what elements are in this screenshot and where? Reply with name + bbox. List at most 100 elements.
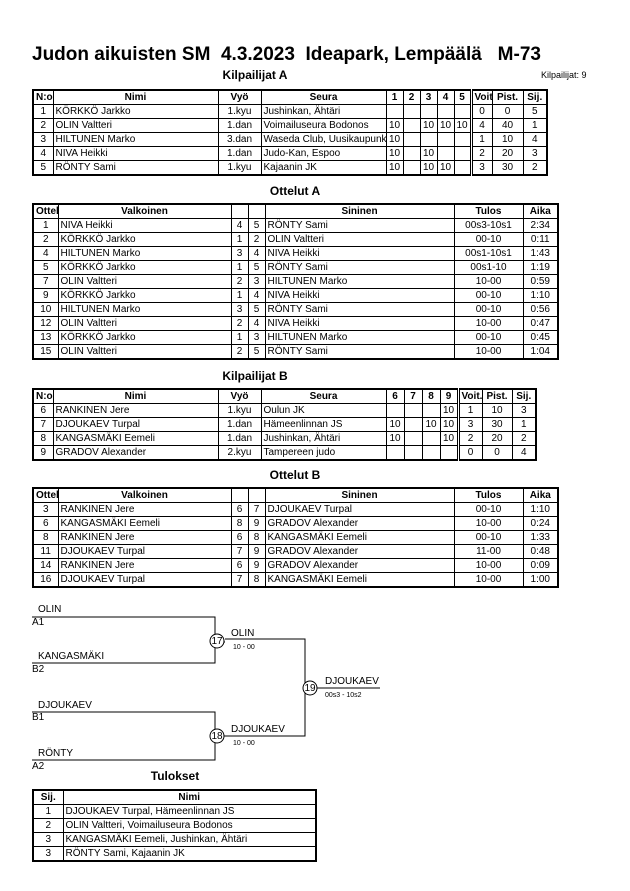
- header-cell: Seura: [260, 388, 387, 404]
- section-title: Ottelut A: [269, 184, 321, 198]
- table: Sij. Nimi 1 DJOUKAEV Turpal, Hämeenlinnan J…: [32, 789, 317, 862]
- row: 2 KÖRKKÖ Jarkko 1 2 OLIN Valtteri 00-10 0:11: [32, 232, 559, 247]
- cell: 4: [247, 288, 266, 303]
- cell: RÖNTY Sami: [264, 218, 455, 233]
- cell: 1.dan: [217, 146, 262, 161]
- cell: HILTUNEN Marko: [264, 274, 455, 289]
- cell: KANGASMÄKI Eemeli, Jushinkan, Ähtäri: [62, 832, 317, 847]
- title: Judon aikuisten SM 4.3.2023 Ideapark, Le…: [32, 44, 541, 65]
- cell: 3.dan: [217, 132, 262, 147]
- cell: RÖNTY Sami: [264, 260, 455, 275]
- cell: 6: [230, 502, 249, 517]
- cell: RÖNTY Sami: [52, 160, 219, 176]
- cell: 10: [419, 146, 438, 161]
- header-cell: Voit.: [456, 388, 483, 404]
- cell: 2: [522, 160, 548, 176]
- cell: Judo-Kan, Espoo: [260, 146, 387, 161]
- competitor: DJOUKAEV: [38, 700, 92, 711]
- cell: 3: [32, 132, 54, 147]
- cell: 3: [247, 330, 266, 345]
- header-cell: [230, 487, 249, 503]
- row: 3 KANGASMÄKI Eemeli, Jushinkan, Ähtäri: [32, 832, 317, 847]
- cell: [385, 403, 405, 418]
- cell: 1:19: [522, 260, 559, 275]
- cell: 00-10: [453, 302, 524, 317]
- cell: 1: [32, 104, 54, 119]
- cell: 10-00: [453, 274, 524, 289]
- cell: 1: [230, 260, 249, 275]
- cell: 0:45: [522, 330, 559, 345]
- cell: 4: [511, 445, 537, 461]
- cell: 4: [247, 246, 266, 261]
- cell: 00s3-10s1: [453, 218, 524, 233]
- row: 16 DJOUKAEV Turpal 7 8 KANGASMÄKI Eemeli 10-0…: [32, 572, 559, 588]
- cell: 10: [481, 403, 513, 418]
- cell: 2: [32, 118, 54, 133]
- cell: KÖRKKÖ Jarkko: [57, 288, 232, 303]
- seed: A1: [32, 617, 45, 628]
- cell: [421, 445, 441, 461]
- row: 3 RÖNTY Sami, Kajaanin JK: [32, 846, 317, 862]
- cell: 0:11: [522, 232, 559, 247]
- row: 4 HILTUNEN Marko 3 4 NIVA Heikki 00s1-10s1 1:4…: [32, 246, 559, 261]
- cell: RANKINEN Jere: [57, 530, 232, 545]
- cell: 10: [419, 160, 438, 176]
- cell: 5: [247, 260, 266, 275]
- cell: 5: [247, 302, 266, 317]
- header-row: Sij. Nimi: [32, 789, 317, 805]
- cell: 10: [421, 417, 441, 432]
- cell: NIVA Heikki: [264, 246, 455, 261]
- header-cell: 5: [453, 89, 472, 105]
- row: 5 RÖNTY Sami 1.kyu Kajaanin JK 10 10 10 3 30 2: [32, 160, 548, 176]
- cell: 3: [522, 146, 548, 161]
- cell: 4: [247, 316, 266, 331]
- winner: DJOUKAEV: [325, 676, 379, 687]
- match-circle: [209, 728, 225, 744]
- header-cell: 3: [419, 89, 438, 105]
- cell: [421, 431, 441, 446]
- cell: 2: [230, 344, 249, 360]
- cell: 9: [247, 516, 266, 531]
- header-cell: Valkoinen: [57, 487, 232, 503]
- cell: 3: [32, 846, 64, 862]
- cell: 8: [247, 530, 266, 545]
- score: 00s3 - 10s2: [325, 692, 362, 699]
- row: 12 OLIN Valtteri 2 4 NIVA Heikki 10-00 0:47: [32, 316, 559, 331]
- row: 10 HILTUNEN Marko 3 5 RÖNTY Sami 00-10 0:56: [32, 302, 559, 317]
- cell: RÖNTY Sami: [264, 302, 455, 317]
- table: OtteluValkoinenSininenTulosAika1NIVA Hei…: [32, 203, 559, 360]
- header-cell: Sij.: [511, 388, 537, 404]
- cell: 6: [230, 530, 249, 545]
- row: 9 GRADOV Alexander 2.kyu Tampereen judo 0 0 4: [32, 445, 537, 461]
- cell: 0:24: [522, 516, 559, 531]
- row: 14 RANKINEN Jere 6 9 GRADOV Alexander 10-00 0:…: [32, 558, 559, 573]
- cell: 1:33: [522, 530, 559, 545]
- cell: KANGASMÄKI Eemeli: [264, 530, 455, 545]
- cell: 11: [32, 544, 59, 559]
- cell: OLIN Valtteri: [57, 344, 232, 360]
- cell: 30: [491, 160, 524, 176]
- cell: 1.dan: [217, 417, 262, 432]
- cell: 10-00: [453, 344, 524, 360]
- header-cell: 9: [439, 388, 459, 404]
- cell: 2: [32, 818, 64, 833]
- cell: 3: [32, 502, 59, 517]
- cell: 10: [385, 132, 404, 147]
- header-cell: Pist.: [491, 89, 524, 105]
- section-title: Kilpailijat A: [222, 68, 288, 82]
- cell: 3: [230, 302, 249, 317]
- cell: 10: [385, 417, 405, 432]
- cell: 8: [32, 530, 59, 545]
- cell: 10: [385, 118, 404, 133]
- cell: 40: [491, 118, 524, 133]
- header-cell: N:o: [32, 388, 54, 404]
- cell: [453, 132, 472, 147]
- header-cell: Aika: [522, 487, 559, 503]
- cell: NIVA Heikki: [57, 218, 232, 233]
- cell: 5: [32, 160, 54, 176]
- cell: 8: [247, 572, 266, 588]
- cell: 3: [230, 246, 249, 261]
- cell: 2: [456, 431, 483, 446]
- row: 7 OLIN Valtteri 2 3 HILTUNEN Marko 10-00 0:59: [32, 274, 559, 289]
